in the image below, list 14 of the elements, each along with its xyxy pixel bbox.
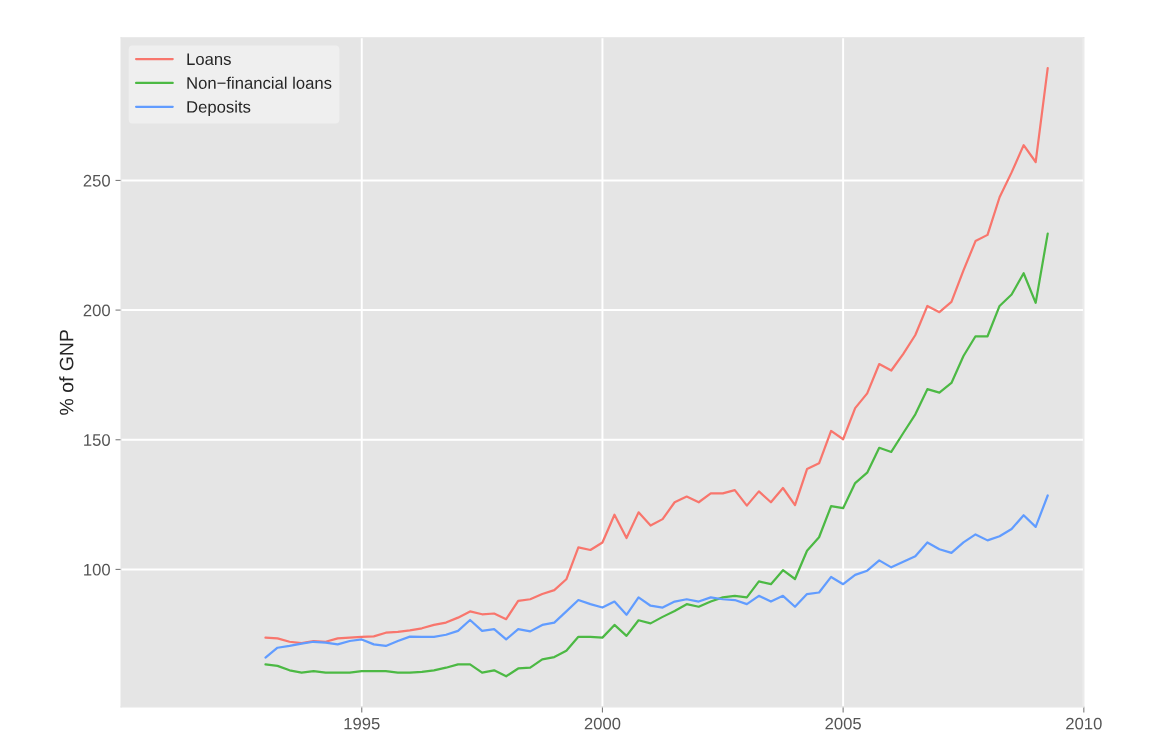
legend-label: Non−financial loans xyxy=(187,76,332,89)
y-axis-title: % of GNP xyxy=(59,330,74,415)
x-tick-label: 2010 xyxy=(1066,717,1102,730)
y-tick-label: 150 xyxy=(84,434,110,446)
line-series xyxy=(264,494,1049,659)
y-tick-label: 100 xyxy=(84,563,110,576)
line-series xyxy=(264,232,1049,678)
y-tick-label: 250 xyxy=(83,174,110,187)
legend-label: Deposits xyxy=(187,100,251,117)
x-tick-label: 2005 xyxy=(825,717,861,730)
legend-label: Loans xyxy=(187,53,231,66)
x-tick-label: 2000 xyxy=(584,717,621,730)
y-tick-label: 200 xyxy=(83,304,110,317)
x-tick-label: 1995 xyxy=(344,717,380,730)
